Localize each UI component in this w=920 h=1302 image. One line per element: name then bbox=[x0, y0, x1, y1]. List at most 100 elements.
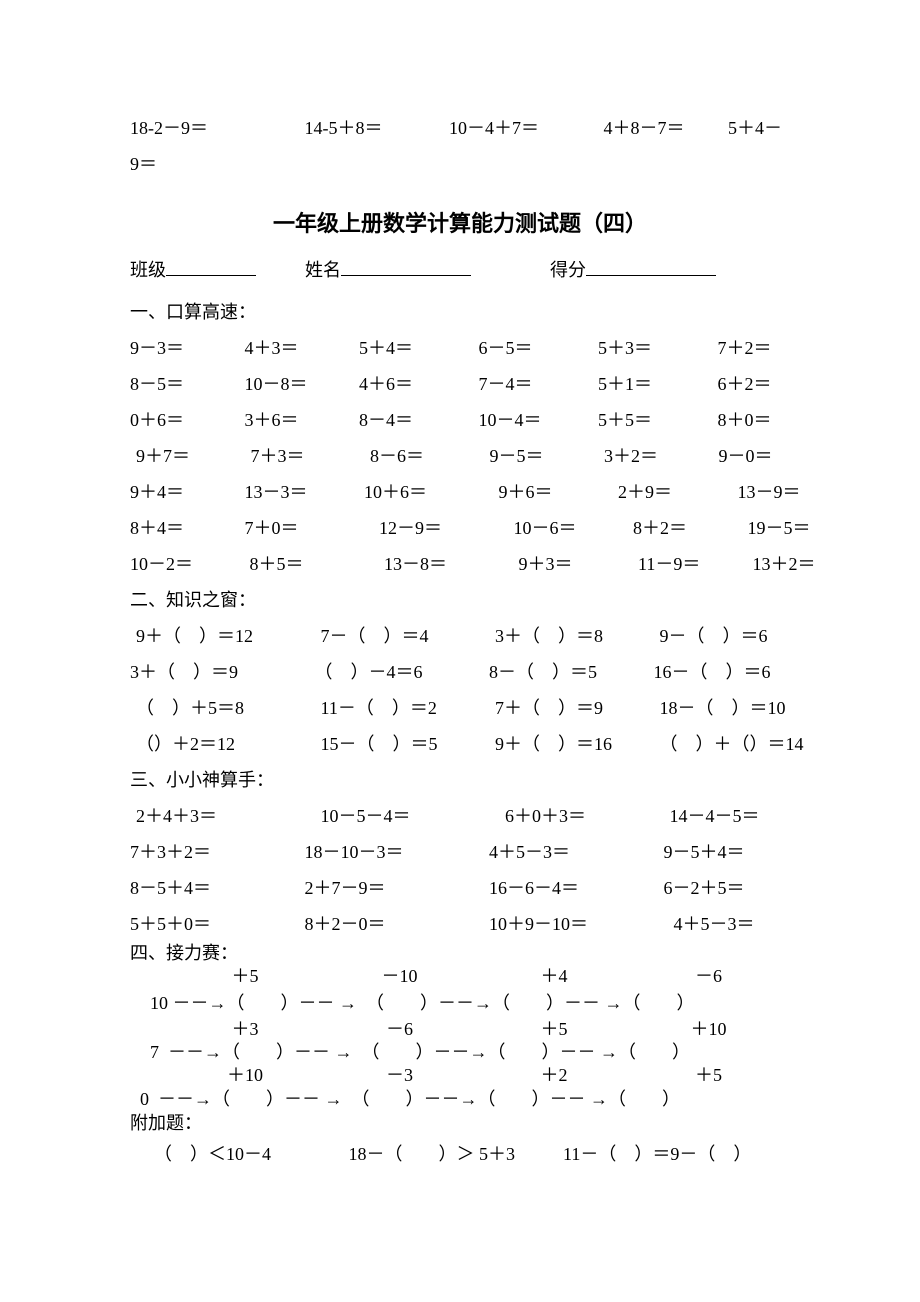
section1-heading: 一、口算高速： bbox=[130, 294, 790, 330]
s3-row: 5＋5＋0＝ 8＋2－0＝ 10＋9－10＝ 4＋5－3＝ bbox=[130, 906, 790, 942]
s2-row: 3＋（ ）＝9 （ ）－4＝6 8－（ ）＝5 16－（ ）＝6 bbox=[130, 654, 790, 690]
top-problems-row: 18-2－9＝ 14-5＋8＝ 10－4＋7＝ 4＋8－7＝ 5＋4－ bbox=[130, 110, 790, 146]
problem: 8－5＝ bbox=[130, 366, 240, 402]
relay-op: ＋5 bbox=[634, 1064, 784, 1087]
s1-row: 10－2＝ 8＋5＝ 13－8＝ 9＋3＝ 11－9＝ 13＋2＝ bbox=[130, 546, 790, 582]
relay-ops-row: ＋5 －10 ＋4 －6 bbox=[170, 965, 790, 988]
problem: 2＋9＝ bbox=[618, 474, 733, 510]
relay-op: －3 bbox=[325, 1064, 475, 1087]
problem: 8＋0＝ bbox=[718, 402, 772, 438]
problem: 6＋0＋3＝ bbox=[505, 798, 665, 834]
relay-ops-row: ＋10 －3 ＋2 ＋5 bbox=[170, 1064, 790, 1087]
problem: 10－5－4＝ bbox=[321, 798, 501, 834]
problem: 8＋2＝ bbox=[633, 510, 743, 546]
problem: （）＋2＝12 bbox=[136, 726, 316, 762]
problem: （ ）＋（）＝14 bbox=[660, 726, 804, 762]
relay-chain-text: －－→（ ）－－ → （ ）－－→（ ）－－ →（ ） bbox=[168, 1042, 690, 1062]
relay-op: －10 bbox=[325, 965, 475, 988]
problem: 6＋2＝ bbox=[718, 366, 772, 402]
bonus-heading: 附加题： bbox=[130, 1111, 790, 1136]
problem: 4＋5－3＝ bbox=[674, 906, 755, 942]
problem: 8＋4＝ bbox=[130, 510, 240, 546]
score-label: 得分 bbox=[550, 260, 586, 280]
s1-row: 9＋7＝ 7＋3＝ 8－6＝ 9－5＝ 3＋2＝ 9－0＝ bbox=[130, 438, 790, 474]
relay-op: －6 bbox=[325, 1018, 475, 1041]
problem: 9－（ ）＝6 bbox=[660, 618, 768, 654]
problem: 13－3＝ bbox=[245, 474, 360, 510]
problem: 6－2＋5＝ bbox=[664, 870, 745, 906]
relay-op: ＋5 bbox=[170, 965, 320, 988]
problem: 5＋5＝ bbox=[598, 402, 713, 438]
problem: 4＋5－3＝ bbox=[489, 834, 659, 870]
relay-chain: 0 －－→（ ）－－ → （ ）－－→（ ）－－ →（ ） bbox=[140, 1088, 790, 1111]
problem: 10－2＝ bbox=[130, 546, 245, 582]
problem: 13－8＝ bbox=[384, 546, 514, 582]
problem: 10－4＋7＝ bbox=[449, 110, 599, 146]
relay-chain-text: －－→（ ）－－ → （ ）－－→（ ）－－ →（ ） bbox=[173, 993, 695, 1013]
s2-row: （ ）＋5＝8 11－（ ）＝2 7＋（ ）＝9 18－（ ）＝10 bbox=[130, 690, 790, 726]
relay-op: ＋10 bbox=[634, 1018, 784, 1041]
problem: 16－（ ）＝6 bbox=[654, 654, 771, 690]
problem: 9＋（ ）＝16 bbox=[495, 726, 655, 762]
s1-row: 8－5＝ 10－8＝ 4＋6＝ 7－4＝ 5＋1＝ 6＋2＝ bbox=[130, 366, 790, 402]
relay-op: －6 bbox=[634, 965, 784, 988]
problem: 5＋4－ bbox=[728, 110, 782, 146]
s1-row: 9＋4＝ 13－3＝ 10＋6＝ 9＋6＝ 2＋9＝ 13－9＝ bbox=[130, 474, 790, 510]
problem: 5＋5＋0＝ bbox=[130, 906, 300, 942]
problem: 18－（ ）＝10 bbox=[660, 690, 786, 726]
problem: （ ）＋5＝8 bbox=[136, 690, 316, 726]
problem: 9－0＝ bbox=[719, 438, 773, 474]
class-label: 班级 bbox=[130, 260, 166, 280]
problem: 5＋4＝ bbox=[359, 330, 474, 366]
problem: 3＋（ ）＝8 bbox=[495, 618, 655, 654]
class-blank[interactable] bbox=[166, 257, 256, 276]
worksheet-title: 一年级上册数学计算能力测试题（四） bbox=[130, 202, 790, 246]
problem: 11－（ ）＝9－（ ） bbox=[563, 1136, 751, 1172]
problem: 4＋6＝ bbox=[359, 366, 474, 402]
relay-ops-row: ＋3 －6 ＋5 ＋10 bbox=[170, 1018, 790, 1041]
problem: 13－9＝ bbox=[738, 474, 801, 510]
problem: 18－10－3＝ bbox=[305, 834, 485, 870]
problem: 7＋3＝ bbox=[251, 438, 366, 474]
problem: 14-5＋8＝ bbox=[305, 110, 445, 146]
problem: 16－6－4＝ bbox=[489, 870, 659, 906]
problem: 10＋9－10＝ bbox=[489, 906, 669, 942]
problem: 5＋1＝ bbox=[598, 366, 713, 402]
s3-row: 8－5＋4＝ 2＋7－9＝ 16－6－4＝ 6－2＋5＝ bbox=[130, 870, 790, 906]
problem: 7＋3＋2＝ bbox=[130, 834, 300, 870]
relay-start: 7 bbox=[150, 1042, 159, 1062]
problem: 18－（ ）＞ 5＋3 bbox=[349, 1136, 559, 1172]
relay-chain: 7 －－→（ ）－－ → （ ）－－→（ ）－－ →（ ） bbox=[150, 1041, 790, 1064]
problem: 5＋3＝ bbox=[598, 330, 713, 366]
problem: 12－9＝ bbox=[379, 510, 509, 546]
relay-op: ＋4 bbox=[479, 965, 629, 988]
problem: 6－5＝ bbox=[479, 330, 594, 366]
problem: 9＋6＝ bbox=[499, 474, 614, 510]
problem: 9－5＝ bbox=[490, 438, 600, 474]
s1-row: 0＋6＝ 3＋6＝ 8－4＝ 10－4＝ 5＋5＝ 8＋0＝ bbox=[130, 402, 790, 438]
problem: （ ）＜10－4 bbox=[154, 1136, 344, 1172]
relay-start: 0 bbox=[140, 1089, 149, 1109]
problem: 7＋0＝ bbox=[245, 510, 375, 546]
s1-row: 9－3＝ 4＋3＝ 5＋4＝ 6－5＝ 5＋3＝ 7＋2＝ bbox=[130, 330, 790, 366]
bonus-row: （ ）＜10－4 18－（ ）＞ 5＋3 11－（ ）＝9－（ ） bbox=[130, 1136, 790, 1172]
problem: 13＋2＝ bbox=[753, 546, 816, 582]
problem: 8－6＝ bbox=[370, 438, 485, 474]
problem: 8－5＋4＝ bbox=[130, 870, 300, 906]
problem: 11－（ ）＝2 bbox=[321, 690, 491, 726]
problem: 10＋6＝ bbox=[364, 474, 494, 510]
problem: 3＋6＝ bbox=[245, 402, 355, 438]
problem: 18-2－9＝ bbox=[130, 110, 300, 146]
problem: 7＋2＝ bbox=[718, 330, 772, 366]
relay-op: ＋10 bbox=[170, 1064, 320, 1087]
header-fields: 班级 姓名 得分 bbox=[130, 252, 790, 288]
name-label: 姓名 bbox=[305, 260, 341, 280]
problem: 9＝ bbox=[130, 154, 157, 174]
name-blank[interactable] bbox=[341, 257, 471, 276]
problem: 3＋（ ）＝9 bbox=[130, 654, 310, 690]
problem: 9－5＋4＝ bbox=[664, 834, 745, 870]
score-blank[interactable] bbox=[586, 257, 716, 276]
problem: 9＋（ ）＝12 bbox=[136, 618, 316, 654]
problem: 7－4＝ bbox=[479, 366, 594, 402]
s2-row: 9＋（ ）＝12 7－（ ）＝4 3＋（ ）＝8 9－（ ）＝6 bbox=[130, 618, 790, 654]
